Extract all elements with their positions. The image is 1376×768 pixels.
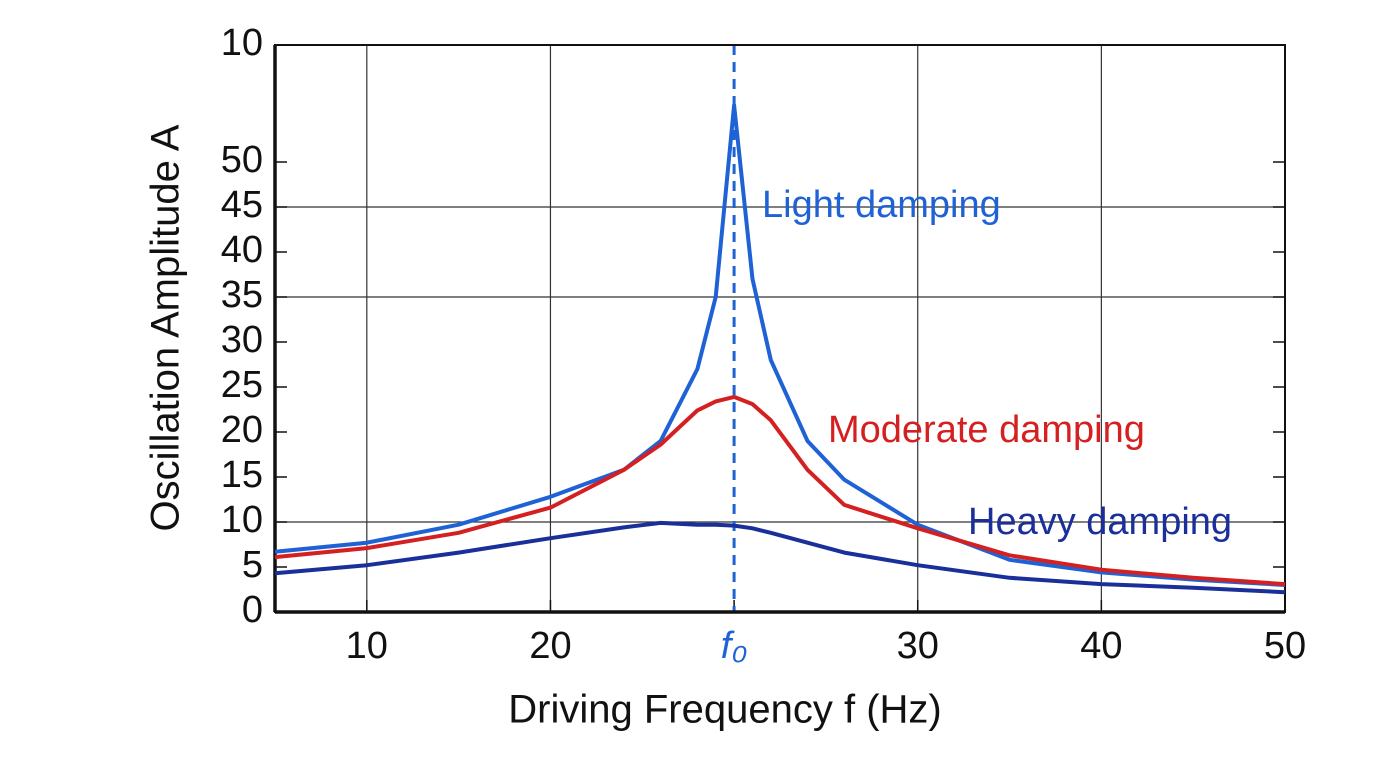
y-tick-label: 15 (221, 454, 263, 496)
series-label: Light damping (762, 184, 1001, 226)
x-tick-label: 50 (1264, 625, 1306, 667)
y-axis-label: Oscillation Amplitude A (144, 124, 188, 531)
x-tick-label: 10 (346, 625, 388, 667)
series-line (274, 103, 1286, 587)
series-label: Heavy damping (968, 501, 1232, 543)
x-tick-label: 20 (529, 625, 571, 667)
y-tick-label: 30 (221, 319, 263, 361)
y-tick-label: 20 (221, 409, 263, 451)
y-tick-label: 5 (242, 544, 263, 586)
y-tick-label: 35 (221, 274, 263, 316)
y-tick-label: 40 (221, 229, 263, 271)
x-tick-label: 30 (897, 625, 939, 667)
y-tick-label: 45 (221, 184, 263, 226)
y-tick-label: 0 (242, 589, 263, 631)
x-tick-label: f₀ (721, 625, 748, 667)
x-tick-label: 40 (1080, 625, 1122, 667)
y-tick-label: 10 (221, 499, 263, 541)
x-axis-label: Driving Frequency f (Hz) (508, 688, 941, 732)
series-line (274, 520, 1286, 595)
y-tick-label: 25 (221, 364, 263, 406)
series-line (274, 394, 1286, 587)
y-tick-label: 50 (221, 139, 263, 181)
y-tick-label: 10 (221, 22, 263, 64)
series-label: Moderate damping (828, 409, 1145, 451)
